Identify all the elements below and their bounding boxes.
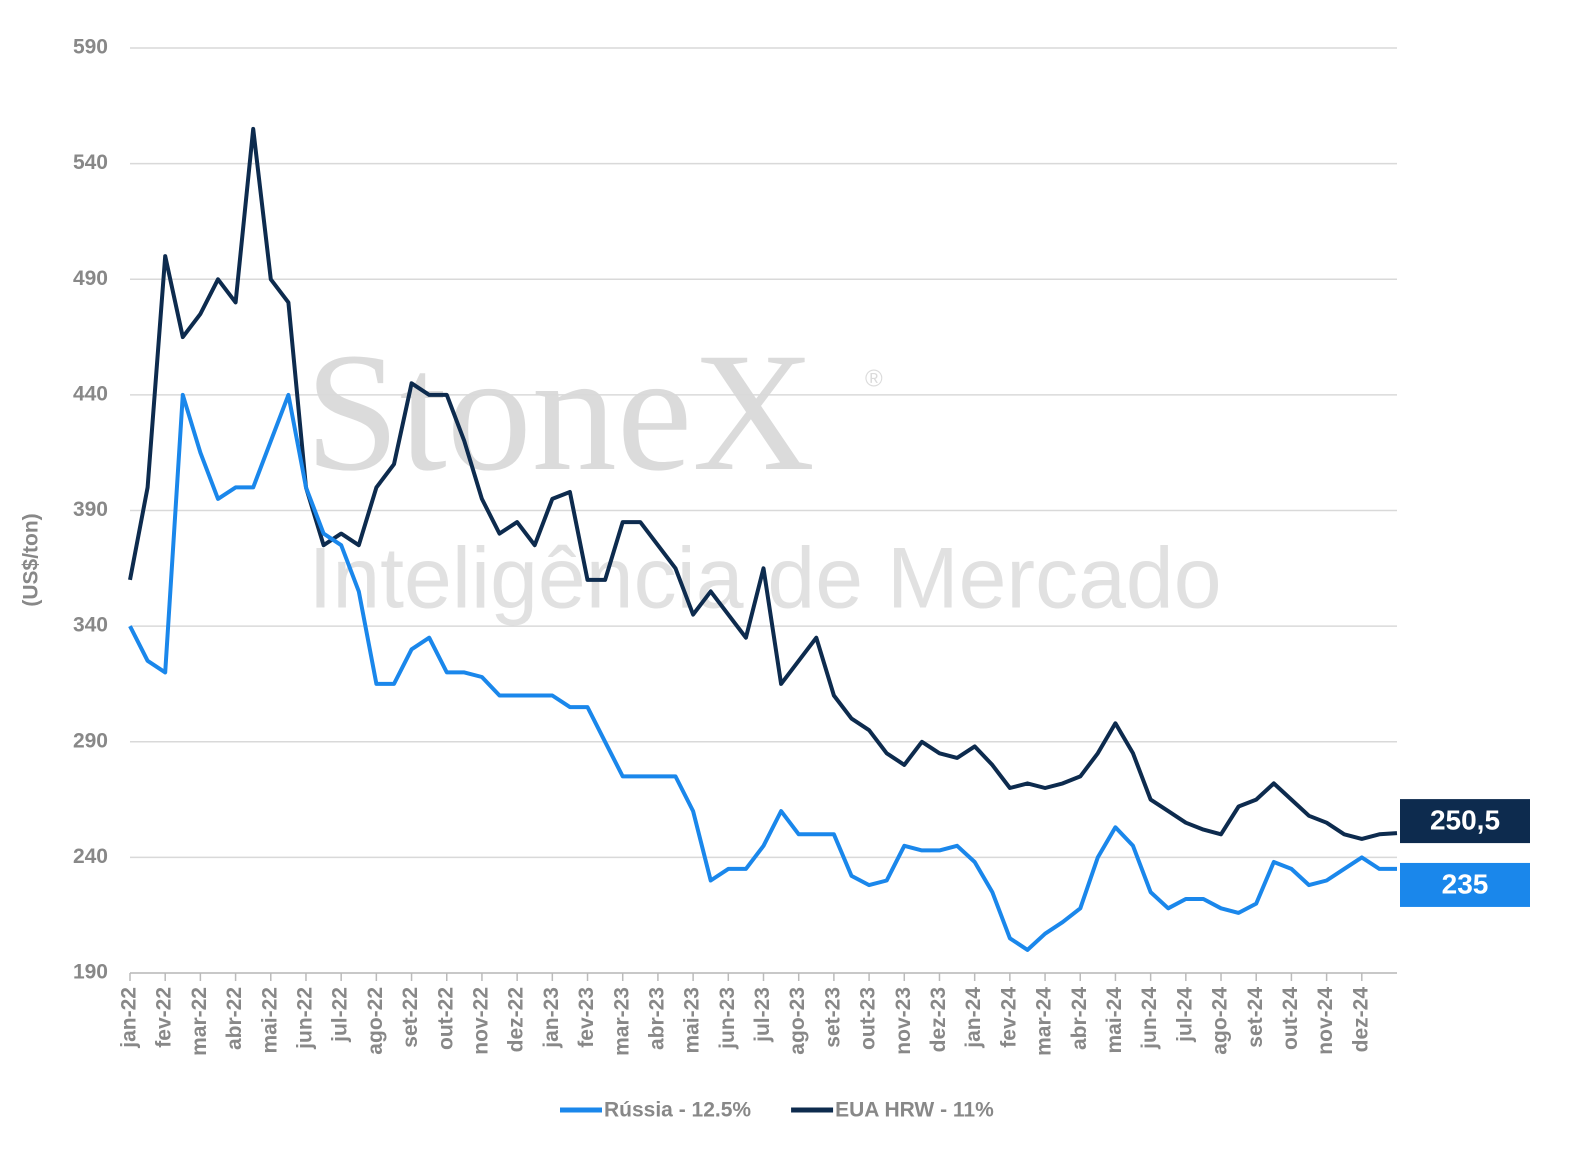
x-tick-label: abr-22 — [223, 987, 246, 1050]
x-tick-label: mai-24 — [1103, 987, 1126, 1054]
x-tick-label: jan-23 — [540, 987, 563, 1049]
x-tick-label: abr-23 — [645, 987, 668, 1050]
x-tick-label: set-24 — [1244, 987, 1267, 1048]
x-tick-label: dez-24 — [1349, 987, 1372, 1053]
x-tick-label: jan-24 — [962, 987, 985, 1049]
x-tick-label: jun-23 — [716, 987, 739, 1050]
value-label: 235 — [1442, 868, 1489, 899]
y-axis-label: (US$/ton) — [20, 513, 43, 606]
y-tick-label: 490 — [73, 267, 108, 290]
y-tick-label: 340 — [73, 614, 108, 637]
x-tick-label: dez-22 — [505, 987, 528, 1052]
x-tick-label: out-24 — [1279, 987, 1302, 1050]
x-tick-label: ago-22 — [364, 987, 387, 1055]
y-tick-label: 240 — [73, 845, 108, 868]
series-line — [128, 126, 1398, 841]
x-tick-label: nov-22 — [469, 987, 492, 1055]
value-label-box — [1400, 799, 1530, 844]
x-tick-label: mai-23 — [681, 987, 704, 1054]
value-label-box — [1400, 862, 1530, 907]
x-tick-label: jun-22 — [294, 987, 317, 1050]
x-tick-label: set-23 — [821, 987, 844, 1048]
x-tick-label: jun-24 — [1138, 987, 1161, 1050]
x-tick-label: fev-22 — [153, 987, 176, 1048]
legend-label: EUA HRW - 11% — [835, 1099, 994, 1122]
x-tick-label: mai-22 — [258, 987, 281, 1054]
x-tick-label: ago-24 — [1209, 987, 1232, 1055]
series-line — [128, 392, 1397, 952]
x-tick-label: fev-23 — [575, 987, 598, 1048]
legend-label: Rússia - 12.5% — [604, 1099, 751, 1122]
x-tick-label: nov-24 — [1314, 987, 1337, 1055]
x-tick-label: mar-22 — [188, 987, 211, 1056]
x-tick-label: abr-24 — [1068, 987, 1091, 1050]
y-tick-label: 440 — [73, 382, 108, 405]
x-tick-label: fev-24 — [997, 987, 1020, 1048]
watermark: StoneX ® Inteligência de Mercado — [305, 318, 1222, 627]
x-tick-label: dez-23 — [927, 987, 950, 1052]
x-tick-label: out-23 — [857, 987, 880, 1050]
y-tick-label: 540 — [73, 151, 108, 174]
value-label: 250,5 — [1430, 804, 1500, 835]
y-tick-label: 290 — [73, 729, 108, 752]
watermark-brand: StoneX — [305, 318, 815, 506]
x-tick-label: jan-22 — [118, 987, 141, 1049]
x-tick-label: jul-24 — [1173, 987, 1196, 1043]
y-tick-label: 190 — [73, 961, 108, 984]
x-tick-label: mar-23 — [610, 987, 633, 1056]
x-tick-label: set-22 — [399, 987, 422, 1048]
x-tick-label: out-22 — [434, 987, 457, 1050]
x-tick-label: mar-24 — [1033, 987, 1056, 1056]
x-tick-label: jul-23 — [751, 987, 774, 1043]
y-tick-label: 590 — [73, 36, 108, 59]
watermark-mark: ® — [865, 365, 883, 392]
x-tick-label: ago-23 — [786, 987, 809, 1055]
y-tick-label: 390 — [73, 498, 108, 521]
x-tick-label: jul-22 — [329, 987, 352, 1043]
x-tick-label: nov-23 — [892, 987, 915, 1055]
